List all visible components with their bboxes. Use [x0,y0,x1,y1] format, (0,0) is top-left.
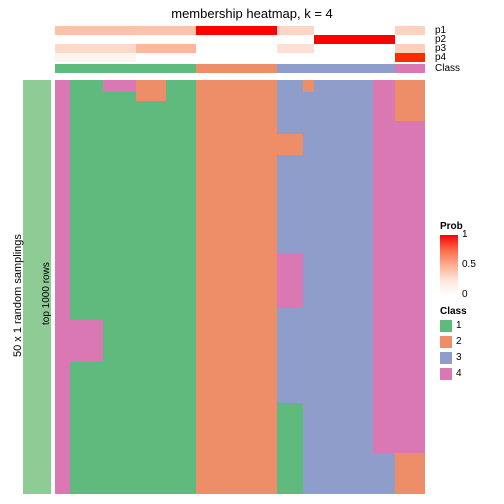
annot-cell [395,44,425,53]
heatmap-cell [136,80,166,101]
annot-cell [196,35,277,44]
heatmap-cell [277,80,303,134]
legend-class-label: 1 [456,320,462,331]
legend-prob-tick: 0 [462,289,468,300]
annot-cell [55,64,136,73]
legend-class-label: 4 [456,368,462,379]
annot-cell [136,64,195,73]
annot-cell [314,26,373,35]
annot-cell [277,35,314,44]
legend-class-swatch [440,336,452,348]
annot-cell [196,64,277,73]
annot-cell [314,53,373,62]
heatmap-figure: membership heatmap, k = 4 p1p2p3p4Class … [0,0,504,504]
heatmap-cell [196,80,277,494]
plot-title: membership heatmap, k = 4 [0,6,504,21]
annot-cell [277,44,314,53]
legend-prob-tick: 0.5 [462,259,476,270]
annot-cell [395,53,425,62]
annot-cell [55,35,136,44]
heatmap-cell [136,101,166,494]
annot-cell [373,53,395,62]
annot-cell [136,53,195,62]
heatmap-cell [277,155,303,254]
annot-cell [314,64,373,73]
annot-cell [55,53,136,62]
annot-cell [196,26,277,35]
heatmap-cell [373,453,395,494]
annot-cell [373,64,395,73]
annot-cell [196,44,277,53]
legend-class-swatch [440,368,452,380]
legend-class-label: 2 [456,336,462,347]
annot-cell [136,44,195,53]
legend-prob-gradient [440,235,458,295]
heatmap-cell [277,254,303,308]
annot-cell [373,44,395,53]
heatmap-cell [70,80,103,320]
annot-label: Class [435,63,502,74]
legend-class-swatch [440,320,452,332]
annot-cell [277,53,314,62]
annot-cell [373,35,395,44]
annot-cell [395,35,425,44]
heatmap-cell [277,308,303,403]
ylabel-inner: top 1000 rows [41,262,52,325]
heatmap-cell [303,92,314,494]
annot-label: p4 [435,52,502,63]
annot-cell [55,44,136,53]
annot-cell [314,44,373,53]
heatmap-cell [277,134,303,155]
heatmap-cell [55,80,70,494]
annot-cell [55,26,136,35]
annot-cell [314,35,373,44]
legend-class-title: Class [440,306,467,317]
heatmap-cell [373,80,395,453]
legend-prob-tick: 1 [462,229,468,240]
heatmap-cell [395,453,425,494]
annot-cell [395,26,425,35]
heatmap-cell [103,92,136,494]
heatmap-cell [103,80,136,92]
heatmap-cell [166,80,196,494]
heatmap-cell [395,121,425,452]
heatmap-cell [70,362,103,494]
heatmap-cell [70,320,103,361]
annot-cell [136,26,195,35]
legend-prob-title: Prob [440,221,463,232]
heatmap-cell [314,80,373,494]
heatmap-cell [277,403,303,494]
annot-cell [136,35,195,44]
annot-cell [395,64,425,73]
annot-cell [373,26,395,35]
ylabel-outer: 50 x 1 random samplings [12,234,24,357]
annot-cell [277,26,314,35]
annot-cell [277,64,314,73]
heatmap-cell [303,80,314,92]
legend-class-swatch [440,352,452,364]
heatmap-cell [395,80,425,121]
annot-cell [196,53,277,62]
legend-class-label: 3 [456,352,462,363]
